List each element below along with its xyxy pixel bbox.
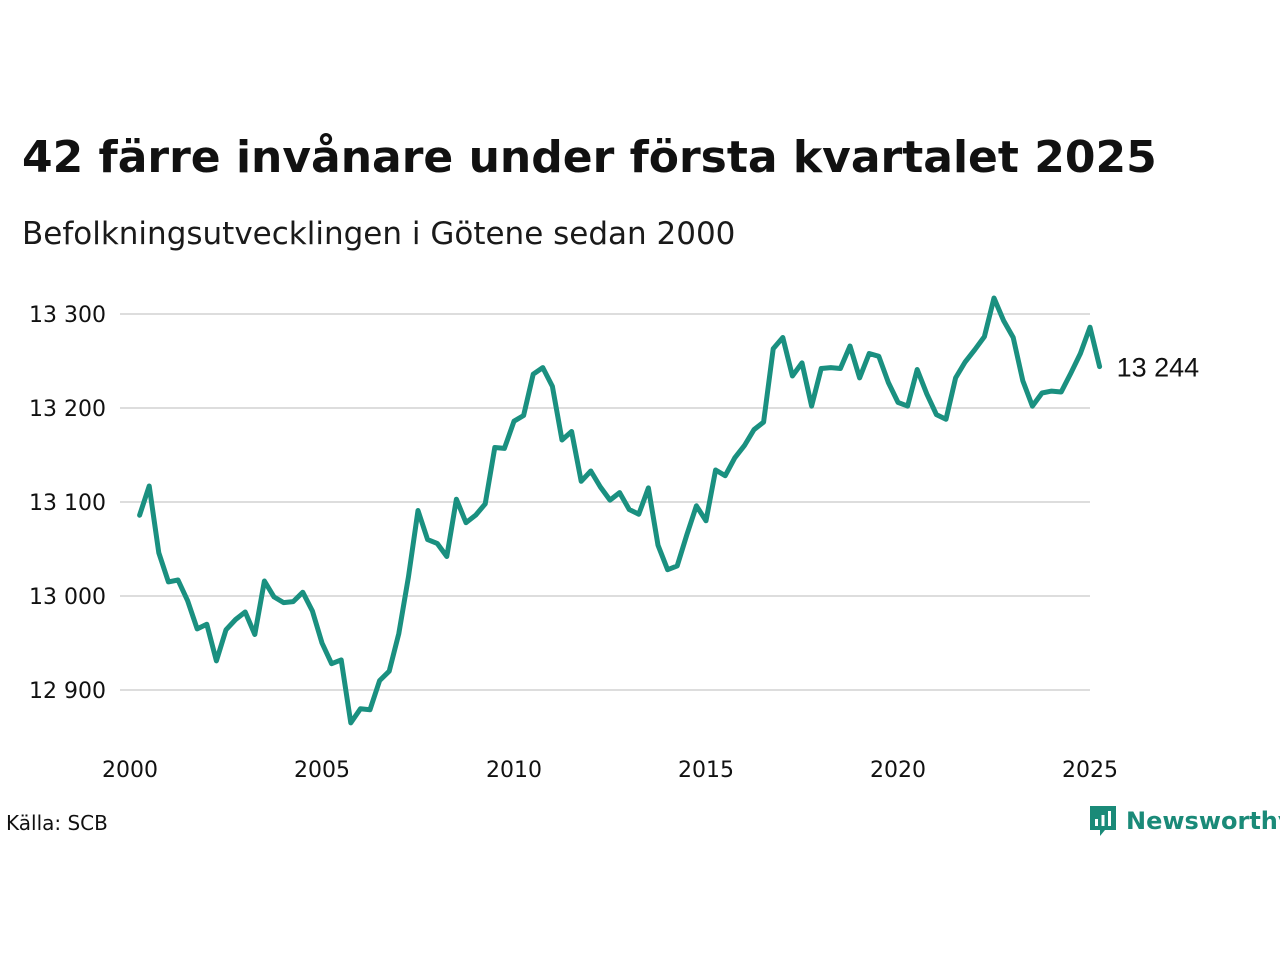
- y-tick-label: 13 300: [29, 303, 106, 328]
- chart-subtitle: Befolkningsutvecklingen i Götene sedan 2…: [22, 216, 736, 252]
- x-tick-label: 2010: [486, 758, 542, 783]
- chart-title: 42 färre invånare under första kvartalet…: [22, 132, 1157, 183]
- source-credit: Källa: SCB: [6, 811, 108, 835]
- x-tick-label: 2020: [870, 758, 926, 783]
- y-tick-label: 13 100: [29, 491, 106, 516]
- x-tick-label: 2015: [678, 758, 734, 783]
- x-axis-tick-labels: 2000 2005 2010 2015 2020 2025: [102, 758, 1118, 783]
- y-tick-label: 13 200: [29, 397, 106, 422]
- x-tick-label: 2025: [1062, 758, 1118, 783]
- y-tick-label: 12 900: [29, 679, 106, 704]
- series-layer: [137, 295, 1103, 726]
- y-axis-tick-labels: 12 900 13 000 13 100 13 200 13 300: [29, 303, 106, 704]
- brand-name: Newsworthy: [1126, 807, 1280, 835]
- end-value-label: 13 244: [1117, 353, 1200, 383]
- y-tick-label: 13 000: [29, 585, 106, 610]
- brand-logo: Newsworthy: [1088, 804, 1280, 838]
- population-series-line: [137, 295, 1103, 726]
- x-tick-label: 2000: [102, 758, 158, 783]
- x-tick-label: 2005: [294, 758, 350, 783]
- gridlines: [120, 313, 1090, 691]
- newsworthy-logo-icon: [1090, 806, 1116, 836]
